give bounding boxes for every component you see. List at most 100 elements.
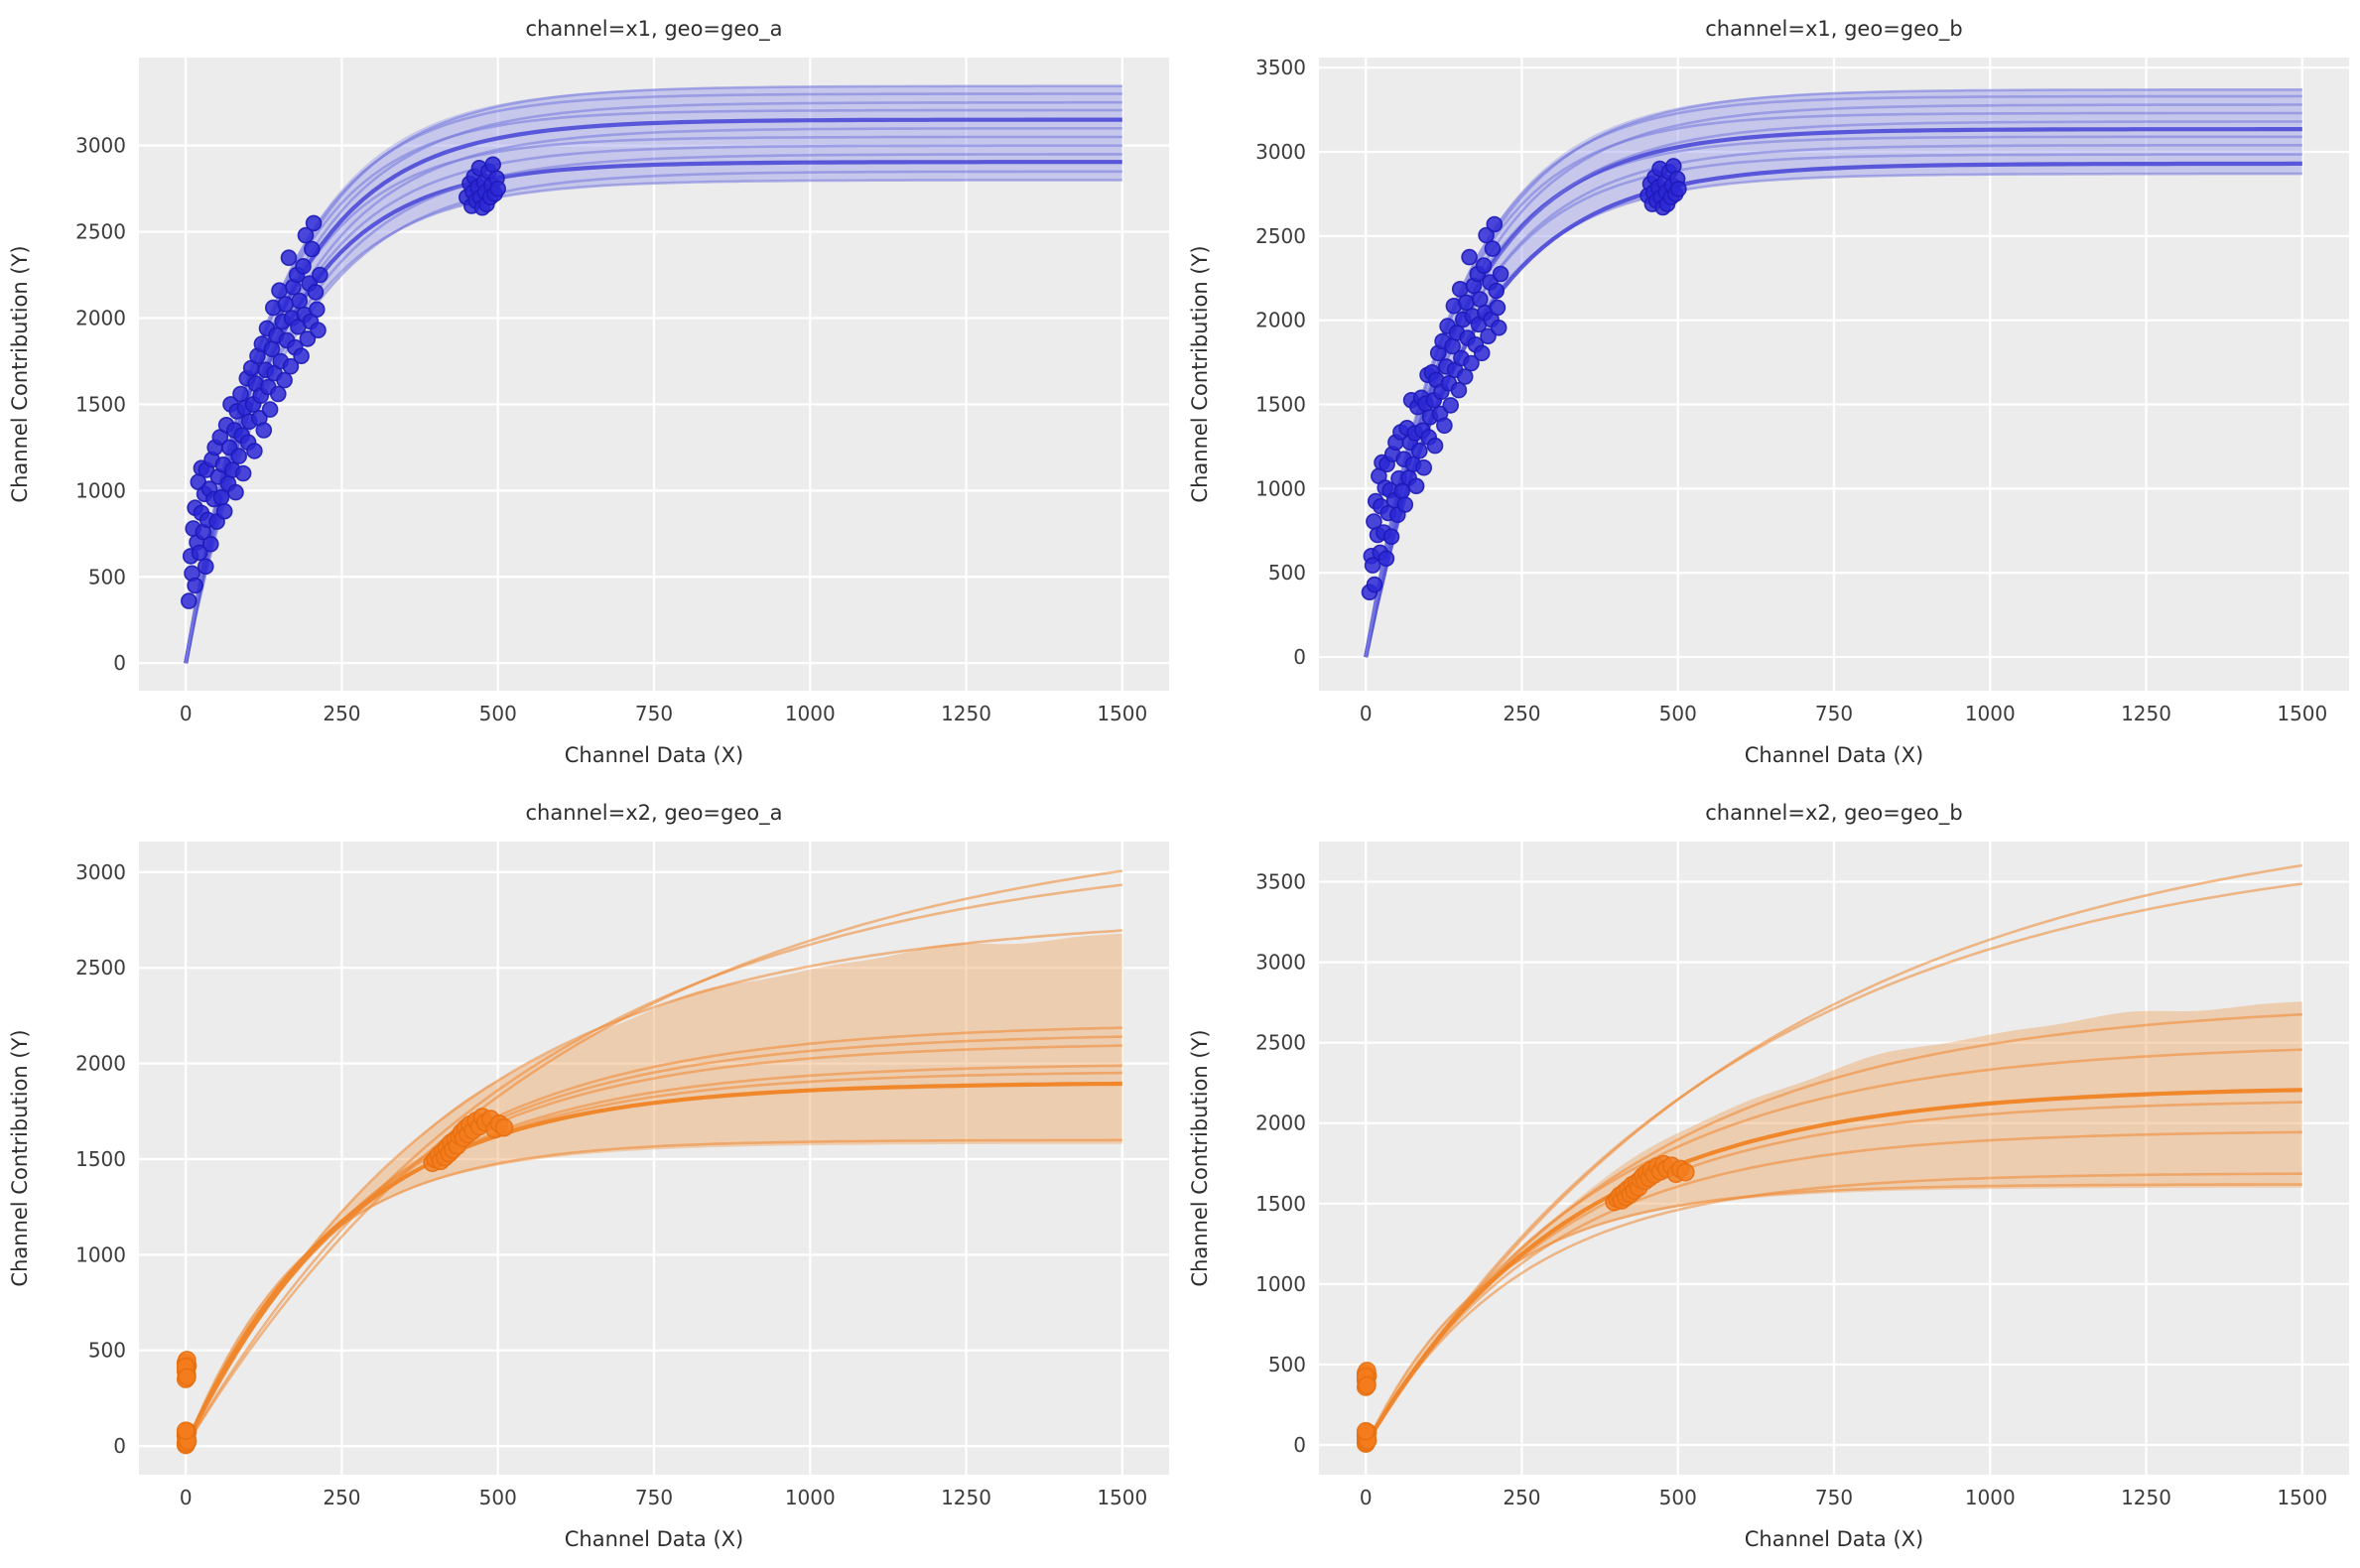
x-axis-label: Channel Data (X) <box>565 743 743 767</box>
x-tick-label: 1250 <box>941 702 991 725</box>
data-point <box>1366 576 1383 593</box>
posterior-curve <box>184 135 1122 664</box>
data-point <box>1396 496 1414 513</box>
y-tick-label: 0 <box>113 1434 126 1458</box>
posterior-curve <box>185 1026 1122 1447</box>
data-point <box>484 156 502 174</box>
data-point <box>297 226 315 244</box>
data-point <box>269 385 287 403</box>
y-tick-label: 3000 <box>1255 951 1306 975</box>
y-tick-label: 1000 <box>1255 1272 1306 1296</box>
x-axis-label: Channel Data (X) <box>1745 743 1923 767</box>
posterior-curve <box>1364 144 2302 658</box>
x-tick-label: 1500 <box>1097 1486 1147 1509</box>
chart-channel-x2-geo-a: channel=x2, geo=geo_a 0 250 500 750 1000 1250 1… <box>8 801 1169 1551</box>
y-tick-label: 2000 <box>75 1052 126 1076</box>
x-axis-label: Channel Data (X) <box>565 1527 743 1551</box>
data-point <box>1415 458 1432 476</box>
y-tick-label: 3500 <box>1255 870 1306 894</box>
data-point <box>1458 294 1475 312</box>
data-point <box>246 443 263 459</box>
data-point <box>291 292 309 310</box>
x-axis-label: Channel Data (X) <box>1745 1527 1923 1551</box>
data-point <box>181 592 197 609</box>
data-point <box>312 266 328 284</box>
posterior-curve <box>184 108 1122 664</box>
x-tick-label: 250 <box>323 702 360 725</box>
data-point <box>178 1368 197 1387</box>
data-point <box>310 322 327 339</box>
y-tick-label: 3500 <box>1255 56 1306 79</box>
posterior-curve <box>185 869 1122 1447</box>
y-tick-label: 3000 <box>75 134 126 158</box>
y-axis-label: Channel Contribution (Y) <box>8 1029 32 1286</box>
data-point <box>1492 265 1509 283</box>
posterior-curve <box>1365 1130 2302 1446</box>
posterior-curve <box>184 127 1122 664</box>
data-point <box>215 502 233 520</box>
x-tick-label: 0 <box>180 1486 193 1509</box>
y-tick-label: 500 <box>1268 1353 1306 1376</box>
data-point <box>295 257 312 275</box>
x-tick-label: 1000 <box>785 702 836 725</box>
y-tick-label: 1000 <box>1255 476 1306 500</box>
data-point <box>1675 1162 1695 1182</box>
x-tick-label: 500 <box>1659 702 1697 725</box>
x-tick-label: 1500 <box>2277 1486 2327 1509</box>
data-point <box>1451 280 1469 298</box>
tick-labels: 0 250 500 750 1000 1250 1500 0 500 1000 1500 2000 25… <box>75 134 1147 725</box>
posterior-curve <box>184 84 1122 664</box>
data-point <box>299 330 317 347</box>
x-tick-label: 250 <box>1503 702 1540 725</box>
y-tick-label: 0 <box>113 651 126 675</box>
subplot-channel-x1-geo-a: channel=x1, geo=geo_a 0 250 500 750 1000 1250 1… <box>0 0 1180 784</box>
data-point <box>1486 215 1504 233</box>
data-point <box>1484 240 1502 257</box>
y-tick-label: 1000 <box>75 1242 126 1266</box>
data-point <box>271 282 288 300</box>
data-point <box>1411 442 1428 459</box>
data-point <box>1478 226 1495 244</box>
x-tick-label: 750 <box>635 1486 673 1509</box>
data-point <box>261 401 279 418</box>
data-point <box>1488 282 1506 300</box>
data-point <box>1407 477 1425 495</box>
data-point <box>1377 550 1395 568</box>
x-tick-label: 500 <box>479 1486 517 1509</box>
data-point <box>227 483 244 501</box>
y-tick-label: 1500 <box>1255 1192 1306 1216</box>
data-point <box>1426 437 1444 455</box>
data-point <box>489 180 507 197</box>
y-tick-label: 0 <box>1293 1433 1306 1457</box>
subplot-channel-x1-geo-b: channel=x1, geo=geo_b 0 250 500 750 1000 1250 1… <box>1180 0 2360 784</box>
y-tick-label: 2000 <box>1255 309 1306 332</box>
data-point <box>1442 397 1460 414</box>
data-point <box>305 214 323 232</box>
uncertainty-band <box>186 85 1122 664</box>
y-tick-label: 2500 <box>75 956 126 980</box>
posterior-curve <box>1365 863 2303 1446</box>
data-point <box>1393 482 1410 500</box>
data-point <box>293 347 310 365</box>
data-point <box>1382 528 1400 546</box>
x-tick-label: 0 <box>1360 1486 1373 1509</box>
data-point <box>1489 299 1507 317</box>
data-point <box>1475 257 1493 274</box>
panel-title: channel=x2, geo=geo_b <box>1705 801 1962 826</box>
data-point <box>202 535 219 553</box>
data-point <box>282 357 300 375</box>
median-curve <box>184 117 1122 664</box>
data-point <box>280 249 298 267</box>
data-point <box>212 488 230 506</box>
posterior-curve <box>184 100 1122 664</box>
x-tick-label: 500 <box>479 702 517 725</box>
x-tick-label: 750 <box>1815 1486 1853 1509</box>
y-tick-label: 1000 <box>75 478 126 502</box>
uncertainty-band <box>1366 1001 2302 1445</box>
data-point <box>197 558 214 576</box>
x-tick-label: 1000 <box>1965 1486 2016 1509</box>
data-point <box>1364 557 1381 574</box>
data-point <box>277 296 295 313</box>
posterior-curve <box>1364 103 2302 658</box>
